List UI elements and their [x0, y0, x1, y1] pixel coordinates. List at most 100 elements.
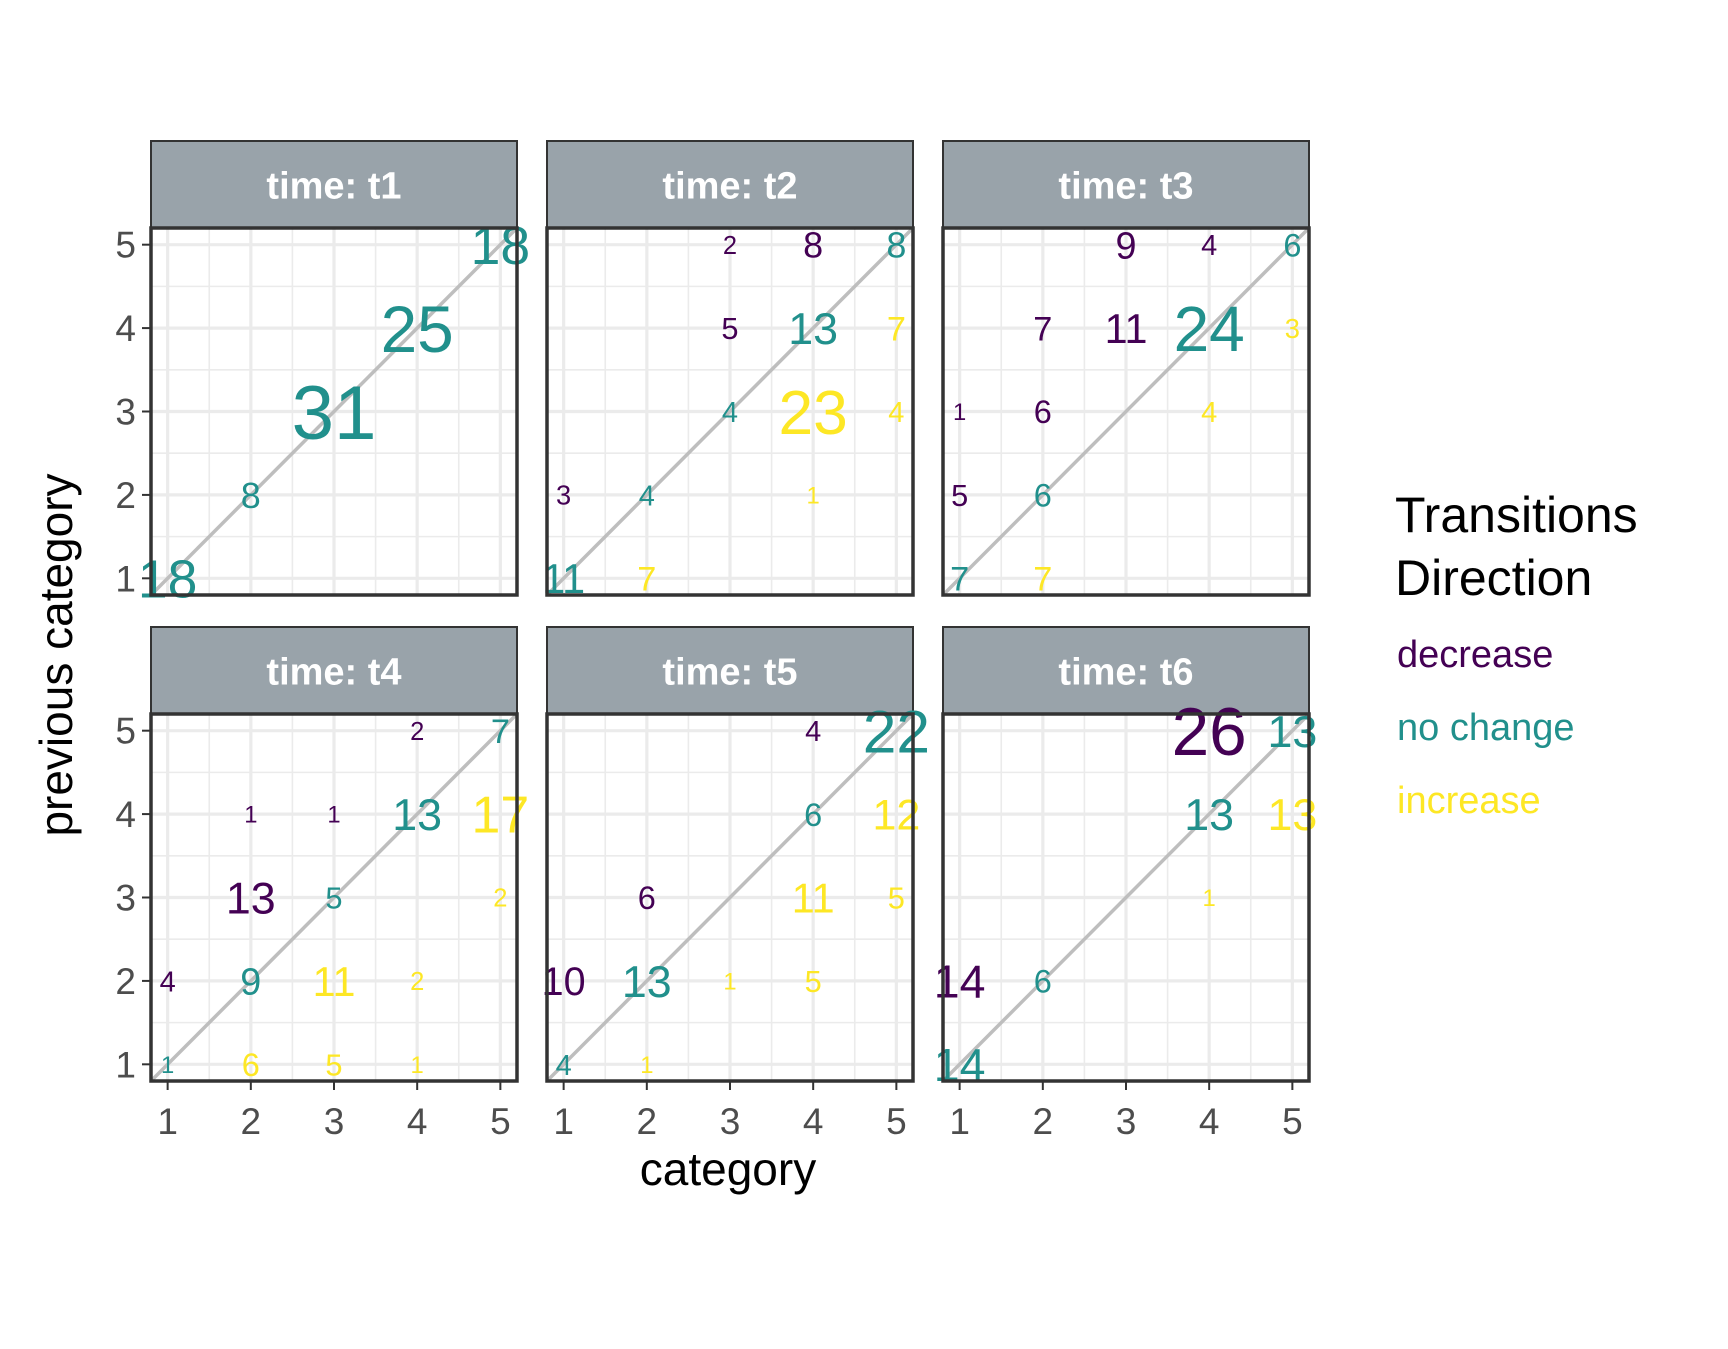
count-label: 13: [226, 874, 276, 924]
count-label: 24: [1174, 293, 1245, 365]
count-label: 2: [723, 232, 737, 260]
x-tick-label: 2: [637, 1101, 658, 1142]
diagonal-reference-line: [941, 712, 1311, 1083]
y-tick-label: 4: [115, 794, 136, 835]
x-tick-label: 5: [1282, 1101, 1303, 1142]
count-label: 17: [472, 786, 530, 844]
count-label: 1: [244, 802, 257, 829]
count-label: 5: [325, 1047, 342, 1082]
x-tick-label: 4: [407, 1101, 428, 1142]
count-label: 26: [1172, 695, 1247, 770]
count-label: 5: [951, 478, 968, 513]
x-tick-label: 4: [803, 1101, 824, 1142]
count-label: 7: [950, 561, 969, 599]
count-label: 3: [1285, 313, 1300, 344]
y-tick-label: 3: [115, 878, 136, 919]
count-label: 4: [160, 966, 176, 998]
count-label: 13: [1184, 790, 1234, 840]
legend-title-line-2: Direction: [1395, 550, 1592, 606]
y-tick-label: 3: [115, 392, 136, 433]
x-tick-label: 5: [490, 1101, 511, 1142]
count-label: 25: [381, 292, 454, 366]
count-label: 1: [1203, 885, 1216, 912]
count-label: 6: [1034, 964, 1052, 1000]
count-label: 13: [622, 957, 672, 1007]
diagonal-reference-line: [149, 712, 519, 1083]
count-label: 7: [1033, 561, 1052, 599]
count-label: 1: [327, 802, 340, 829]
count-label: 2: [410, 718, 424, 746]
count-label: 13: [392, 790, 442, 840]
y-tick-label: 2: [115, 475, 136, 516]
count-label: 9: [240, 961, 261, 1003]
legend-entry-decrease: decrease: [1397, 634, 1553, 676]
count-label: 8: [241, 475, 261, 516]
diagonal-reference-line: [941, 226, 1311, 597]
count-label: 10: [542, 960, 586, 1004]
count-label: 11: [792, 875, 835, 921]
facet-strip-label: time: t1: [266, 166, 401, 208]
diagonal-reference-line: [545, 712, 915, 1083]
count-label: 11: [1105, 306, 1148, 352]
y-tick-label: 2: [115, 961, 136, 1002]
count-label: 1: [640, 1052, 653, 1079]
count-label: 7: [1033, 310, 1052, 348]
x-tick-label: 4: [1199, 1101, 1220, 1142]
y-tick-label: 5: [115, 225, 136, 266]
facet-strip: [150, 140, 518, 229]
facet-strip-label: time: t3: [1058, 166, 1193, 208]
count-label: 2: [493, 885, 507, 913]
facet-strip-label: time: t5: [662, 652, 797, 694]
legend-entry-increase: increase: [1397, 780, 1541, 822]
count-label: 18: [471, 217, 531, 276]
count-label: 7: [491, 713, 510, 751]
x-tick-label: 2: [241, 1101, 262, 1142]
count-label: 6: [1034, 394, 1052, 430]
y-tick-label: 5: [115, 711, 136, 752]
count-label: 5: [888, 881, 905, 916]
count-label: 11: [313, 959, 356, 1005]
facet-strip-label: time: t4: [266, 652, 401, 694]
x-tick-label: 3: [720, 1101, 741, 1142]
legend-title-line-1: Transitions: [1395, 487, 1638, 543]
count-label: 4: [556, 1050, 572, 1082]
count-label: 4: [888, 397, 904, 429]
y-tick-label: 1: [115, 1044, 136, 1085]
count-label: 8: [886, 225, 906, 266]
count-label: 8: [803, 225, 823, 266]
count-label: 6: [242, 1047, 260, 1083]
legend-entry-no-change: no change: [1397, 707, 1575, 749]
count-label: 1: [161, 1052, 174, 1079]
panel-t3: time: t3 9 4 6 7 11 24 3 1 6 4 5 6 7 7: [941, 140, 1311, 599]
x-tick-label: 1: [553, 1101, 574, 1142]
facet-strip: [546, 626, 914, 715]
facet-strip: [942, 140, 1310, 229]
facet-strip: [546, 140, 914, 229]
count-label: 4: [1201, 230, 1217, 262]
count-label: 6: [1283, 227, 1301, 263]
count-label: 5: [325, 881, 342, 916]
count-label: 6: [638, 880, 656, 916]
facet-strip-label: time: t6: [1058, 652, 1193, 694]
x-tick-label: 5: [886, 1101, 907, 1142]
count-label: 31: [292, 371, 377, 456]
diagonal-reference-line: [149, 226, 519, 597]
count-label: 1: [953, 399, 966, 426]
facet-strip: [942, 626, 1310, 715]
panel-t2: time: t22 8 85 13 74 23 43 4 111 7: [542, 140, 915, 602]
count-label: 1: [723, 968, 736, 995]
count-label: 1: [411, 1052, 424, 1079]
x-axis-title: category: [640, 1143, 816, 1195]
count-label: 6: [804, 797, 822, 833]
y-axis-title: previous category: [30, 473, 82, 836]
x-tick-label: 2: [1033, 1101, 1054, 1142]
count-label: 22: [863, 697, 930, 765]
count-label: 5: [721, 311, 738, 346]
count-label: 23: [779, 379, 848, 448]
